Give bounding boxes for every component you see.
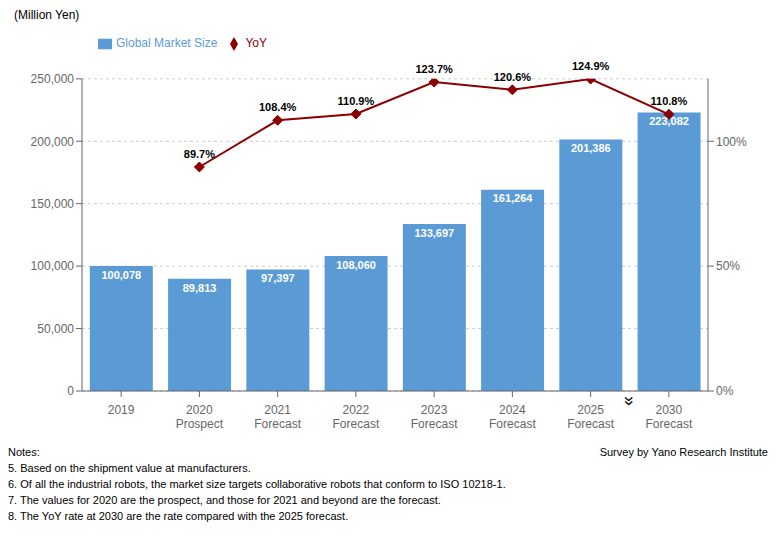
svg-text:201,386: 201,386: [571, 142, 611, 154]
svg-text:2025Forecast: 2025Forecast: [567, 403, 614, 431]
svg-text:»: »: [620, 396, 640, 406]
svg-text:123.7%: 123.7%: [415, 63, 453, 75]
html-text:6. Of all the industrial robot: 6. Of all the industrial robots, the mar…: [8, 478, 506, 490]
svg-text:223,082: 223,082: [649, 115, 689, 127]
svg-text:108.4%: 108.4%: [259, 101, 297, 113]
svg-text:2023Forecast: 2023Forecast: [411, 403, 458, 431]
svg-text:50%: 50%: [716, 259, 740, 273]
svg-text:250,000: 250,000: [31, 72, 75, 86]
html-text:5. Based on the shipment value: 5. Based on the shipment value at manufa…: [8, 462, 251, 474]
svg-text:110.9%: 110.9%: [338, 95, 375, 107]
svg-text:200,000: 200,000: [31, 135, 75, 149]
svg-text:2021Forecast: 2021Forecast: [254, 403, 301, 431]
svg-text:0: 0: [67, 384, 74, 398]
svg-text:133,697: 133,697: [414, 227, 454, 239]
svg-text:2020Prospect: 2020Prospect: [176, 403, 224, 431]
svg-text:120.6%: 120.6%: [494, 71, 532, 83]
svg-text:161,264: 161,264: [493, 192, 534, 204]
svg-text:2019: 2019: [108, 403, 135, 417]
svg-text:108,060: 108,060: [336, 259, 376, 271]
html-text:Global Market Size: Global Market Size: [116, 36, 218, 50]
svg-text:50,000: 50,000: [37, 322, 74, 336]
svg-text:2022Forecast: 2022Forecast: [333, 403, 380, 431]
svg-text:89,813: 89,813: [183, 282, 217, 294]
svg-text:2024Forecast: 2024Forecast: [489, 403, 536, 431]
svg-text:97,397: 97,397: [261, 272, 295, 284]
svg-text:100,078: 100,078: [101, 269, 141, 281]
html-text:Survey by Yano Research Instit: Survey by Yano Research Institute: [599, 446, 768, 458]
svg-text:2030Forecast: 2030Forecast: [646, 403, 693, 431]
svg-text:100,000: 100,000: [31, 259, 75, 273]
svg-text:124.9%: 124.9%: [572, 60, 610, 72]
html-text:(Million Yen): (Million Yen): [14, 8, 80, 22]
html-text:8. The YoY rate at 2030 are th: 8. The YoY rate at 2030 are the rate com…: [8, 510, 349, 522]
svg-text:89.7%: 89.7%: [184, 148, 215, 160]
svg-text:150,000: 150,000: [31, 197, 75, 211]
svg-text:110.8%: 110.8%: [651, 95, 688, 107]
svg-text:0%: 0%: [716, 384, 734, 398]
html-text:YoY: YoY: [245, 36, 267, 50]
svg-text:100%: 100%: [716, 135, 747, 149]
html-text:7. The values for 2020 are the: 7. The values for 2020 are the prospect,…: [8, 494, 441, 506]
html-text:Notes:: Notes:: [8, 446, 40, 458]
